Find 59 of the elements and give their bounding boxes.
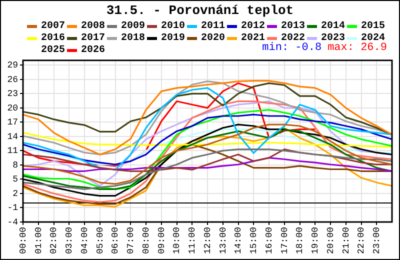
- legend-label: 2012: [241, 20, 266, 32]
- x-tick-label: 17:00: [280, 226, 290, 254]
- x-tick-label: 12:00: [202, 226, 213, 254]
- y-tick-label: -1: [7, 203, 18, 214]
- legend-label: 2017: [81, 32, 106, 44]
- x-tick-label: 21:00: [341, 226, 352, 254]
- legend-label: 2020: [201, 32, 226, 44]
- x-tick-label: 11:00: [188, 226, 198, 254]
- x-tick-label: 05:00: [95, 226, 106, 254]
- x-tick-label: 01:00: [34, 226, 44, 254]
- legend-label: 2018: [121, 32, 146, 44]
- text: max: 26.9: [328, 42, 387, 54]
- x-tick-label: 16:00: [264, 226, 274, 254]
- x-tick-label: 09:00: [156, 226, 167, 254]
- x-tick-label: 13:00: [218, 226, 228, 254]
- legend-label: 2024: [361, 32, 386, 44]
- legend-label: 2019: [161, 32, 186, 44]
- y-tick-label: 17: [7, 118, 18, 128]
- x-tick-label: 03:00: [64, 226, 75, 254]
- y-tick-label: 5: [12, 174, 18, 185]
- legend-label: 2015: [361, 20, 386, 32]
- y-tick-label: 20: [7, 103, 18, 114]
- x-tick-label: 08:00: [141, 226, 152, 254]
- x-tick-label: 10:00: [172, 226, 182, 254]
- y-tick-label: 26: [7, 74, 18, 85]
- x-tick-label: 00:00: [18, 226, 28, 254]
- y-tick-label: 2: [12, 188, 18, 199]
- y-tick-label: 11: [7, 146, 18, 156]
- legend-label: 2013: [281, 20, 306, 32]
- legend-label: 2023: [321, 32, 346, 44]
- legend-label: 2026: [81, 44, 106, 56]
- x-tick-label: 23:00: [372, 226, 382, 254]
- text: 2025: [41, 44, 66, 56]
- x-tick-label: 06:00: [110, 226, 121, 254]
- legend-label: 2007: [41, 20, 66, 32]
- legend-label: 2010: [161, 20, 186, 32]
- chart-title: 31.5. - Porovnání teplot: [105, 3, 295, 18]
- legend-label: 2011: [201, 20, 226, 32]
- legend-label: 2022: [281, 32, 306, 44]
- legend-label: 2021: [241, 32, 266, 44]
- x-tick-label: 04:00: [80, 226, 90, 254]
- y-tick-label: 14: [7, 132, 18, 142]
- x-tick-label: 02:00: [49, 226, 60, 254]
- y-tick-label: 23: [7, 89, 18, 100]
- x-tick-label: 14:00: [234, 226, 244, 254]
- legend-label: 2009: [121, 20, 146, 32]
- legend-label: 2008: [81, 20, 106, 32]
- x-tick-label: 20:00: [326, 226, 336, 254]
- text: min: -0.8: [262, 42, 322, 54]
- x-tick-label: 22:00: [356, 226, 367, 254]
- x-tick-label: 15:00: [249, 226, 260, 254]
- x-tick-label: 18:00: [295, 226, 306, 254]
- y-tick-label: 29: [7, 60, 18, 71]
- x-tick-label: 07:00: [126, 226, 136, 254]
- y-tick-label: 8: [12, 160, 18, 170]
- y-tick-label: -4: [7, 217, 18, 228]
- legend-label: 2016: [41, 32, 66, 44]
- x-tick-label: 19:00: [310, 226, 321, 254]
- legend-label: 2014: [321, 20, 346, 32]
